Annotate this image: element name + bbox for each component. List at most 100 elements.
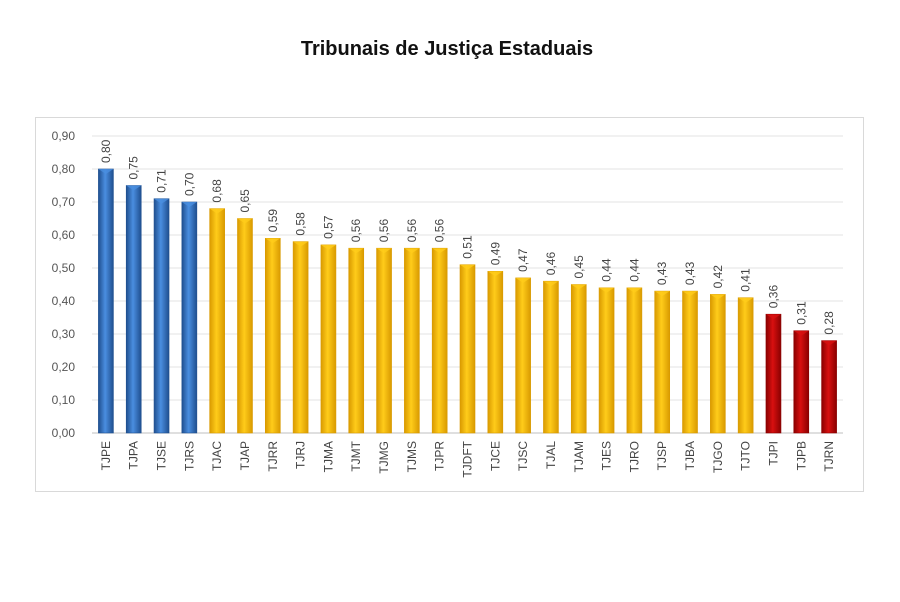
bar-cap xyxy=(126,185,142,191)
bar xyxy=(598,287,615,434)
x-tick-label: TJSE xyxy=(155,441,169,470)
data-label: 0,47 xyxy=(516,248,530,272)
bar xyxy=(320,244,337,434)
x-tick-label: TJRO xyxy=(627,441,641,472)
bar-cap xyxy=(821,340,837,346)
data-label: 0,31 xyxy=(794,301,808,325)
bar-cap xyxy=(571,284,587,290)
x-tick-label: TJAC xyxy=(210,441,224,471)
bar-cap xyxy=(154,198,170,204)
data-label: 0,49 xyxy=(488,242,502,266)
bar xyxy=(487,270,504,434)
y-tick-label: 0,50 xyxy=(52,261,76,275)
y-tick-label: 0,60 xyxy=(52,228,76,242)
x-tick-label: TJRR xyxy=(266,441,280,472)
bar xyxy=(710,294,726,434)
bar-cap xyxy=(265,238,281,244)
bar xyxy=(153,198,170,434)
data-label: 0,44 xyxy=(627,258,641,282)
x-tick-label: TJAL xyxy=(544,441,558,469)
data-label: 0,42 xyxy=(711,265,725,289)
y-tick-label: 0,80 xyxy=(52,162,76,176)
data-label: 0,71 xyxy=(155,169,169,193)
bar xyxy=(626,287,643,434)
bar xyxy=(209,208,225,434)
data-label: 0,43 xyxy=(655,261,669,285)
bar-cap xyxy=(626,287,642,293)
data-label: 0,28 xyxy=(822,311,836,335)
data-label: 0,75 xyxy=(127,156,141,180)
bar-cap xyxy=(320,244,336,250)
bar-cap xyxy=(376,248,392,254)
bar-cap xyxy=(237,218,253,224)
bar xyxy=(181,201,198,434)
y-tick-label: 0,90 xyxy=(52,129,76,143)
bar-cap xyxy=(487,271,503,277)
x-tick-label: TJMT xyxy=(349,440,363,471)
bar xyxy=(543,280,559,434)
data-label: 0,56 xyxy=(405,219,419,243)
x-tick-label: TJAP xyxy=(238,441,252,470)
x-tick-label: TJRN xyxy=(822,441,836,472)
x-tick-label: TJSP xyxy=(655,441,669,470)
bar xyxy=(682,290,698,434)
bar-cap xyxy=(432,248,448,254)
y-tick-label: 0,70 xyxy=(52,195,76,209)
bar xyxy=(404,247,420,434)
bar xyxy=(737,297,754,434)
bar xyxy=(431,247,448,434)
bar xyxy=(125,185,142,434)
bar xyxy=(654,290,671,434)
data-label: 0,45 xyxy=(572,255,586,279)
bar-cap xyxy=(738,297,754,303)
data-label: 0,70 xyxy=(182,172,196,196)
x-tick-label: TJES xyxy=(600,441,614,470)
bar-cap xyxy=(348,248,364,254)
bar-cap xyxy=(793,330,809,336)
bar xyxy=(264,238,281,434)
y-tick-label: 0,30 xyxy=(52,327,76,341)
bar xyxy=(237,218,253,434)
bar-cap xyxy=(543,281,559,287)
chart-title: Tribunais de Justiça Estaduais xyxy=(300,38,594,60)
bar-cap xyxy=(460,264,475,270)
data-label: 0,44 xyxy=(600,258,614,282)
data-label: 0,46 xyxy=(544,252,558,276)
x-tick-label: TJMS xyxy=(405,441,419,472)
bar-cap xyxy=(765,314,781,320)
x-tick-label: TJAM xyxy=(572,441,586,472)
x-tick-label: TJPR xyxy=(433,441,447,471)
data-label: 0,59 xyxy=(266,209,280,233)
bar xyxy=(376,247,392,434)
bar-cap xyxy=(404,248,420,254)
bar-cap xyxy=(98,169,114,174)
bar-cap xyxy=(710,294,726,300)
data-label: 0,56 xyxy=(377,219,391,243)
x-tick-label: TJBA xyxy=(683,441,697,470)
y-tick-label: 0,20 xyxy=(52,360,76,374)
data-label: 0,51 xyxy=(461,235,475,259)
bar-cap xyxy=(293,241,309,247)
data-label: 0,36 xyxy=(766,285,780,309)
x-tick-label: TJRJ xyxy=(294,441,308,469)
x-tick-label: TJMG xyxy=(377,441,391,474)
data-label: 0,80 xyxy=(99,139,113,163)
bar-cap xyxy=(515,277,531,283)
bar xyxy=(515,277,531,434)
y-tick-label: 0,40 xyxy=(52,294,76,308)
bar-cap xyxy=(181,202,197,207)
x-tick-label: TJDFT xyxy=(461,440,475,477)
bar xyxy=(292,241,309,434)
data-label: 0,43 xyxy=(683,261,697,285)
bar-cap xyxy=(599,287,615,293)
x-tick-label: TJPA xyxy=(127,441,141,469)
x-tick-label: TJMA xyxy=(321,441,335,472)
x-tick-label: TJTO xyxy=(739,441,753,471)
x-tick-label: TJSC xyxy=(516,441,530,471)
x-tick-label: TJGO xyxy=(711,441,725,473)
data-label: 0,41 xyxy=(739,268,753,292)
y-tick-label: 0,10 xyxy=(52,393,76,407)
bar xyxy=(793,330,810,434)
data-label: 0,56 xyxy=(433,219,447,243)
